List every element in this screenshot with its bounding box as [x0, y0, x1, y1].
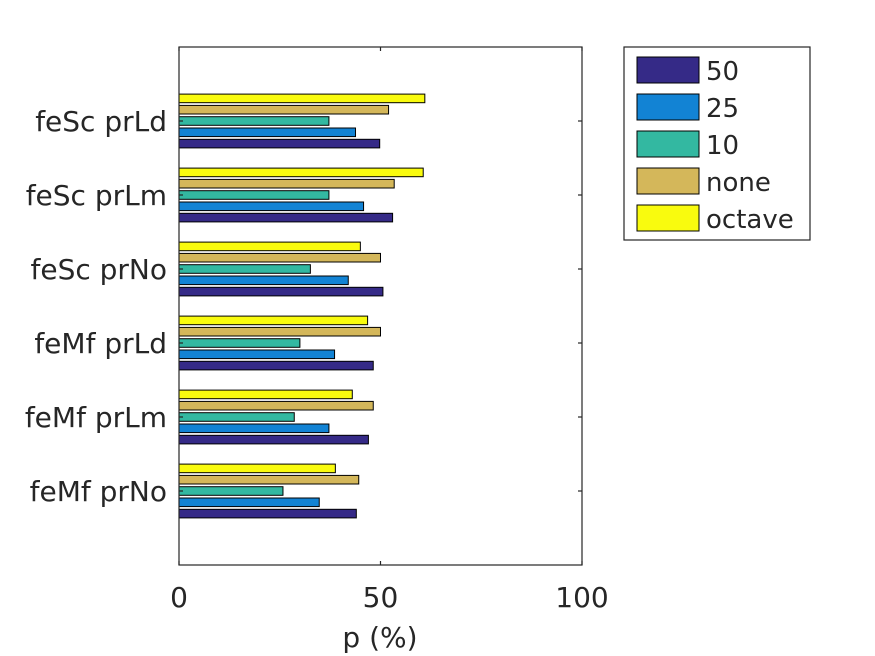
bar-fesc-prld-octave: [178, 93, 426, 104]
legend-label-10: 10: [706, 131, 739, 161]
legend-label-none: none: [706, 168, 771, 198]
y-tick-label: feMf prLd: [34, 327, 167, 360]
legend-label-25: 25: [706, 94, 739, 124]
bar-fesc-prno-50: [178, 286, 384, 297]
bar-femf-prld-25: [178, 349, 336, 360]
bar-fesc-prno-octave: [178, 241, 361, 252]
bar-femf-prno-25: [178, 497, 320, 508]
legend-swatch-25: [636, 93, 700, 121]
bar-femf-prno-10: [178, 486, 284, 496]
bar-femf-prlm-octave: [178, 389, 353, 400]
x-tick-label: 100: [555, 581, 608, 614]
y-ticks: feSc prLd feSc prLm feSc prNo feMf prLd feMf…: [25, 47, 583, 565]
bar-femf-prlm-10: [178, 412, 295, 422]
legend-swatch-50: [636, 56, 700, 84]
legend-label-octave: octave: [706, 205, 794, 235]
bar-femf-prld-50: [178, 360, 374, 371]
bar-fesc-prlm-10: [178, 190, 330, 200]
legend-swatch-octave: [636, 204, 700, 232]
bar-femf-prld-octave: [178, 315, 369, 326]
y-tick-label: feMf prLm: [25, 401, 167, 434]
bar-femf-prno-none: [178, 474, 360, 485]
y-tick-label: feSc prNo: [30, 253, 167, 286]
x-tick-label: 50: [363, 581, 399, 614]
legend-swatch-none: [636, 167, 700, 195]
x-tick-label: 0: [170, 581, 188, 614]
bar-femf-prlm-25: [178, 423, 330, 434]
bar-fesc-prld-10: [178, 116, 330, 126]
bar-femf-prlm-50: [178, 434, 369, 445]
bar-femf-prno-octave: [178, 463, 336, 474]
x-axis-label: p (%): [342, 621, 417, 654]
bar-fesc-prlm-25: [178, 201, 365, 212]
bar-femf-prld-10: [178, 338, 301, 348]
bar-fesc-prlm-octave: [178, 167, 424, 178]
bar-fesc-prno-none: [178, 252, 381, 263]
legend: 50 25 10 none octave: [623, 46, 811, 241]
bar-fesc-prlm-50: [178, 212, 394, 223]
bar-femf-prld-none: [178, 326, 381, 337]
legend-swatch-10: [636, 130, 700, 158]
bar-femf-prno-50: [178, 508, 357, 519]
x-ticks: 0 50 100: [170, 581, 609, 614]
bar-fesc-prlm-none: [178, 178, 395, 189]
legend-label-50: 50: [706, 57, 739, 87]
y-tick-label: feSc prLm: [26, 179, 167, 212]
bar-fesc-prno-25: [178, 275, 349, 286]
bar-femf-prlm-none: [178, 400, 374, 411]
bar-fesc-prno-10: [178, 264, 311, 274]
bar-fesc-prld-none: [178, 104, 390, 115]
bar-fesc-prld-50: [178, 138, 381, 149]
y-tick-label: feSc prLd: [35, 105, 167, 138]
y-tick-label: feMf prNo: [30, 475, 167, 508]
bars-group: [178, 93, 426, 519]
bar-fesc-prld-25: [178, 127, 357, 138]
